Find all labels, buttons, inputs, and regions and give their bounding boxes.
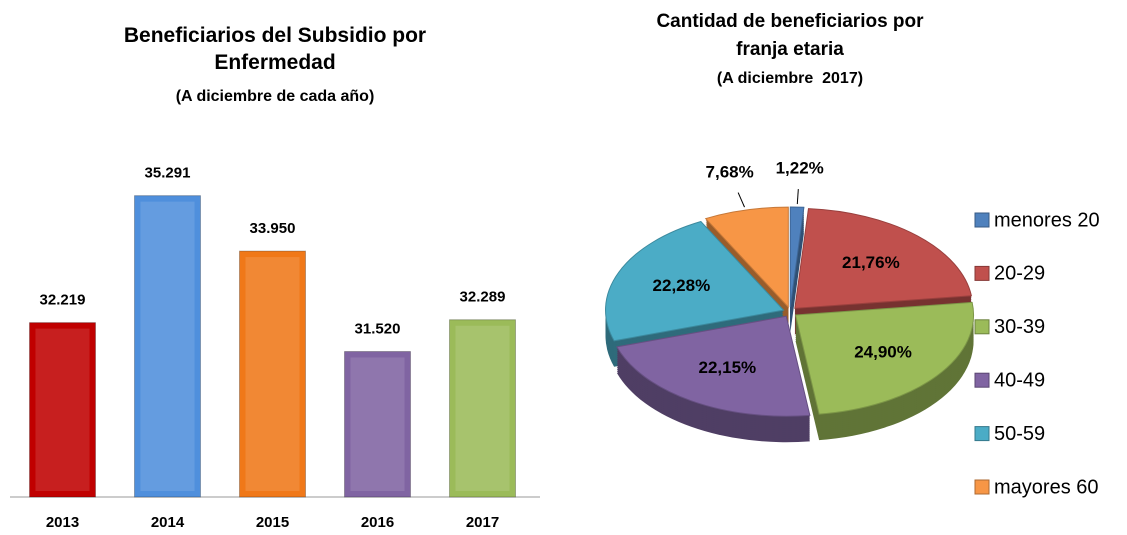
bar bbox=[29, 322, 96, 498]
bar-bevel bbox=[245, 257, 300, 491]
bar-subtitle: (A diciembre de cada año) bbox=[175, 88, 375, 105]
data-label: 21,76% bbox=[842, 253, 900, 272]
leader-line bbox=[737, 192, 745, 208]
legend-label: 30-39 bbox=[994, 316, 1045, 338]
bar-bevel bbox=[350, 357, 405, 491]
value-label: 32.219 bbox=[40, 292, 86, 309]
slice bbox=[605, 220, 785, 342]
value-label: 35.291 bbox=[145, 165, 191, 182]
value-label: 33.950 bbox=[250, 220, 296, 237]
legend-swatch bbox=[974, 426, 990, 442]
data-label: 22,28% bbox=[653, 276, 711, 295]
x-tick-label: 2014 bbox=[151, 514, 185, 531]
legend-label: mayores 60 bbox=[994, 476, 1099, 498]
legend-swatch bbox=[974, 265, 990, 281]
leader-line bbox=[796, 189, 799, 205]
slice bbox=[616, 315, 811, 417]
slice bbox=[794, 208, 973, 309]
legend-swatch bbox=[974, 212, 990, 228]
data-label: 22,15% bbox=[699, 358, 757, 377]
slice bbox=[789, 206, 805, 308]
slice bbox=[794, 301, 975, 415]
legend-label: 50-59 bbox=[994, 423, 1045, 445]
bar bbox=[344, 351, 411, 498]
pie-title: Cantidad de beneficiarios por franja eta… bbox=[656, 11, 924, 60]
x-tick-label: 2016 bbox=[361, 514, 394, 531]
legend-swatch bbox=[974, 479, 990, 495]
bar-bevel bbox=[140, 201, 195, 491]
value-label: 32.289 bbox=[460, 289, 506, 306]
data-label: 24,90% bbox=[854, 342, 912, 361]
x-tick-label: 2013 bbox=[46, 514, 79, 531]
legend-swatch bbox=[974, 372, 990, 388]
slice bbox=[704, 206, 789, 309]
legend-label: menores 20 bbox=[994, 209, 1100, 231]
bar bbox=[134, 195, 201, 498]
legend-label: 40-49 bbox=[994, 369, 1045, 391]
bar-bevel bbox=[35, 328, 90, 491]
x-tick-label: 2015 bbox=[256, 514, 289, 531]
x-tick-label: 2017 bbox=[466, 514, 499, 531]
bar bbox=[449, 319, 516, 498]
pie-subtitle: (A diciembre 2017) bbox=[716, 70, 864, 87]
bar-title: Beneficiarios del Subsidio por Enfermeda… bbox=[123, 24, 427, 74]
legend-label: 20-29 bbox=[994, 263, 1045, 285]
bar bbox=[239, 250, 306, 498]
bar-bevel bbox=[455, 325, 510, 491]
data-label: 1,22% bbox=[776, 159, 824, 178]
legend-swatch bbox=[974, 319, 990, 335]
data-label: 7,68% bbox=[706, 163, 754, 182]
value-label: 31.520 bbox=[355, 320, 401, 337]
